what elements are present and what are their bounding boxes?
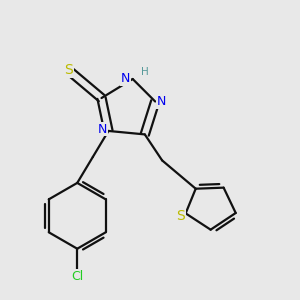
Text: N: N (121, 73, 130, 85)
Text: N: N (98, 123, 107, 136)
Text: S: S (176, 209, 185, 223)
Text: S: S (64, 63, 73, 77)
Text: H: H (141, 67, 149, 77)
Text: N: N (157, 95, 166, 108)
Text: Cl: Cl (71, 270, 83, 283)
